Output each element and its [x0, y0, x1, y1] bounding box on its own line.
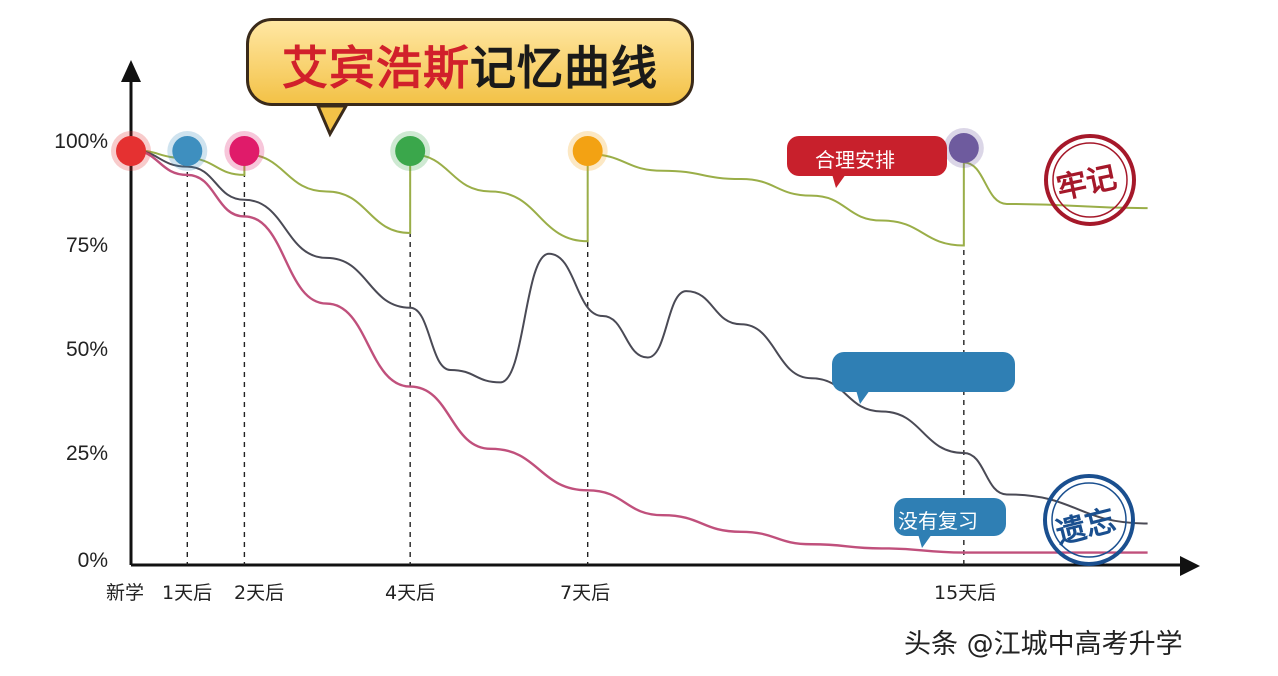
review-marker-dot	[572, 136, 603, 166]
callout-box-blue	[894, 498, 1006, 536]
title-part-black: 记忆曲线	[470, 41, 658, 95]
review-marker-dot	[172, 136, 203, 166]
callout-tail-blue-small	[918, 534, 932, 548]
x-tick-label: 7天后	[560, 582, 611, 604]
title-part-red: 艾宾浩斯	[282, 41, 470, 95]
callout-tail-blue	[856, 390, 870, 404]
line-reasonable-schedule	[130, 149, 1148, 247]
y-tick-label: 50%	[65, 338, 108, 361]
review-marker-dot	[948, 133, 979, 163]
y-tick-label: 100%	[54, 130, 108, 153]
review-marker-dot	[395, 136, 426, 166]
stamp-inner-ring-remember	[1052, 142, 1128, 218]
callout-box-red	[787, 136, 947, 176]
x-tick-label: 新学	[106, 582, 145, 604]
y-axis-arrow	[121, 60, 141, 82]
watermark: 头条 @江城中高考升学	[904, 629, 1183, 660]
chart-title: 艾宾浩斯记忆曲线	[246, 32, 694, 98]
callout-reasonable-schedule: 合理安排	[815, 148, 895, 172]
chart-title-bubble: 艾宾浩斯记忆曲线	[246, 18, 698, 110]
x-tick-label: 15天后	[934, 582, 997, 604]
stamp-inner-ring-forget	[1051, 482, 1127, 558]
review-marker-dot	[116, 136, 146, 166]
x-tick-label: 2天后	[234, 582, 285, 604]
title-bubble-tail	[315, 104, 349, 138]
callout-tail-red	[832, 174, 846, 188]
review-marker-dot	[229, 136, 260, 166]
stamp-ring-forget	[1043, 474, 1135, 566]
stamp-ring-remember	[1044, 134, 1136, 226]
line-partial-review	[130, 149, 1148, 525]
y-tick-label: 75%	[65, 234, 108, 257]
title-box	[246, 18, 694, 106]
x-tick-label: 4天后	[385, 582, 436, 604]
callout-no-review: 没有复习	[898, 509, 978, 533]
x-tick-label: 1天后	[162, 582, 213, 604]
y-tick-label: 25%	[65, 442, 108, 465]
callout-box-blue-blurred	[832, 352, 1015, 392]
y-tick-label: 0%	[77, 549, 108, 572]
line-no-review	[130, 148, 1148, 554]
x-axis-arrow	[1180, 556, 1200, 576]
